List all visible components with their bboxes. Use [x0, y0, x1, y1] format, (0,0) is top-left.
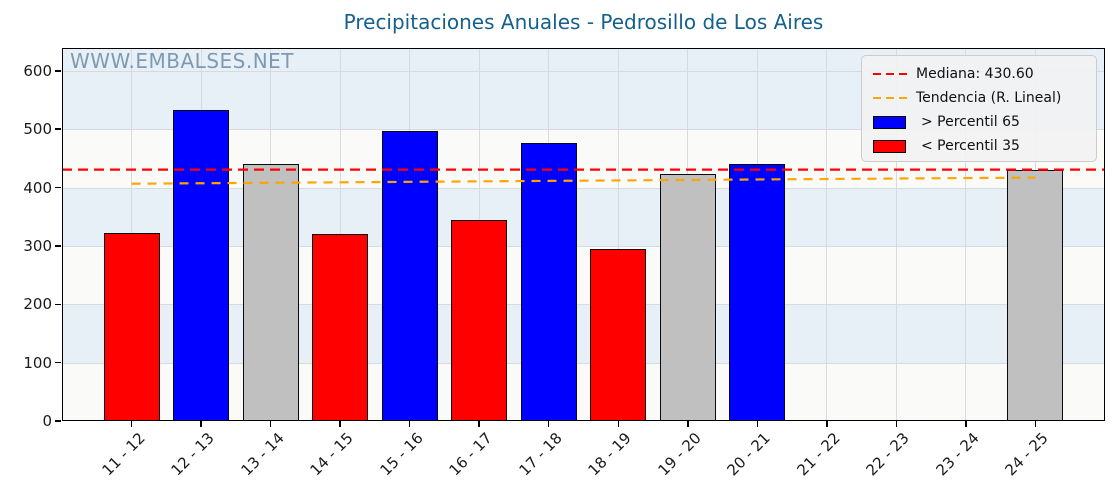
x-tick-mark	[478, 421, 480, 427]
watermark: WWW.EMBALSES.NET	[70, 49, 295, 73]
x-gridline	[617, 48, 619, 421]
x-tick-label: 18 - 19	[584, 429, 635, 480]
legend-dash-sample	[873, 96, 907, 100]
legend-dash-sample	[873, 72, 907, 76]
background-band	[62, 245, 1105, 305]
legend-entry: Tendencia (R. Lineal)	[862, 86, 1096, 110]
bar-18-19	[590, 249, 647, 421]
legend-label: < Percentil 35	[921, 138, 1020, 154]
y-tick-mark	[55, 245, 61, 247]
bar-17-18	[520, 142, 577, 421]
y-gridline	[62, 362, 1105, 364]
x-gridline	[826, 48, 828, 421]
x-tick-label: 17 - 18	[515, 429, 566, 480]
x-tick-label: 23 - 24	[932, 429, 983, 480]
x-tick-label: 24 - 25	[1001, 429, 1053, 480]
x-gridline	[965, 48, 967, 421]
legend-entry: > Percentil 65	[862, 110, 1096, 134]
chart-title: Precipitaciones Anuales - Pedrosillo de …	[343, 10, 824, 34]
x-tick-mark	[687, 421, 689, 427]
legend: Mediana: 430.60 Tendencia (R. Lineal) > Pe…	[861, 55, 1097, 162]
legend-entry: Mediana: 430.60	[862, 62, 1096, 86]
y-tick-mark	[55, 186, 61, 189]
legend-label: > Percentil 65	[921, 114, 1020, 130]
y-gridline	[62, 187, 1105, 189]
x-tick-mark	[756, 421, 759, 427]
x-tick-label: 11 - 12	[97, 429, 149, 480]
x-tick-label: 13 - 14	[237, 429, 288, 480]
y-gridline	[62, 245, 1105, 247]
y-tick-mark	[55, 303, 61, 305]
y-tick-mark	[55, 361, 61, 364]
bar-19-20	[659, 173, 716, 421]
x-tick-mark	[547, 421, 550, 427]
x-tick-mark	[895, 421, 898, 427]
bar-14-15	[312, 234, 369, 421]
y-tick-label: 100	[23, 353, 52, 372]
background-band	[62, 362, 1105, 421]
y-tick-mark	[55, 420, 61, 422]
y-tick-label: 400	[23, 178, 52, 197]
x-tick-label: 21 - 22	[793, 429, 844, 480]
x-tick-mark	[826, 421, 828, 427]
bar-13-14	[242, 164, 299, 421]
bar-11-12	[103, 233, 160, 421]
x-tick-label: 16 - 17	[445, 429, 496, 480]
x-tick-mark	[339, 421, 341, 427]
y-tick-mark	[55, 70, 61, 72]
x-tick-mark	[965, 421, 967, 427]
bar-12-13	[173, 110, 230, 421]
bar-20-21	[729, 163, 786, 421]
x-tick-label: 15 - 16	[376, 429, 427, 480]
y-tick-label: 0	[42, 412, 52, 430]
y-tick-mark	[55, 128, 61, 130]
x-tick-mark	[1034, 421, 1037, 427]
x-tick-mark	[269, 421, 272, 427]
y-gridline	[62, 70, 1105, 72]
legend-label: Mediana: 430.60	[916, 66, 1034, 82]
y-tick-label: 200	[23, 295, 52, 314]
x-tick-label: 22 - 23	[862, 429, 914, 480]
legend-patch-sample	[873, 139, 906, 153]
bar-15-16	[381, 131, 438, 421]
x-tick-mark	[617, 421, 620, 427]
y-tick-label: 300	[23, 236, 52, 255]
x-gridline	[895, 48, 897, 421]
legend-entry: < Percentil 35	[862, 134, 1096, 158]
x-tick-mark	[130, 421, 133, 427]
y-gridline	[62, 129, 1105, 131]
y-tick-label: 500	[23, 120, 52, 139]
x-tick-mark	[200, 421, 202, 427]
x-tick-mark	[408, 421, 411, 427]
x-tick-label: 19 - 20	[654, 429, 705, 480]
x-tick-label: 12 - 13	[167, 429, 218, 480]
y-gridline	[62, 304, 1105, 306]
legend-patch-sample	[873, 115, 906, 129]
reference-lines	[62, 168, 1105, 185]
bar-16-17	[451, 219, 508, 421]
x-tick-label: 14 - 15	[306, 429, 357, 480]
legend-label: Tendencia (R. Lineal)	[916, 90, 1062, 106]
y-tick-label: 600	[23, 61, 52, 80]
x-tick-label: 20 - 21	[723, 429, 775, 480]
